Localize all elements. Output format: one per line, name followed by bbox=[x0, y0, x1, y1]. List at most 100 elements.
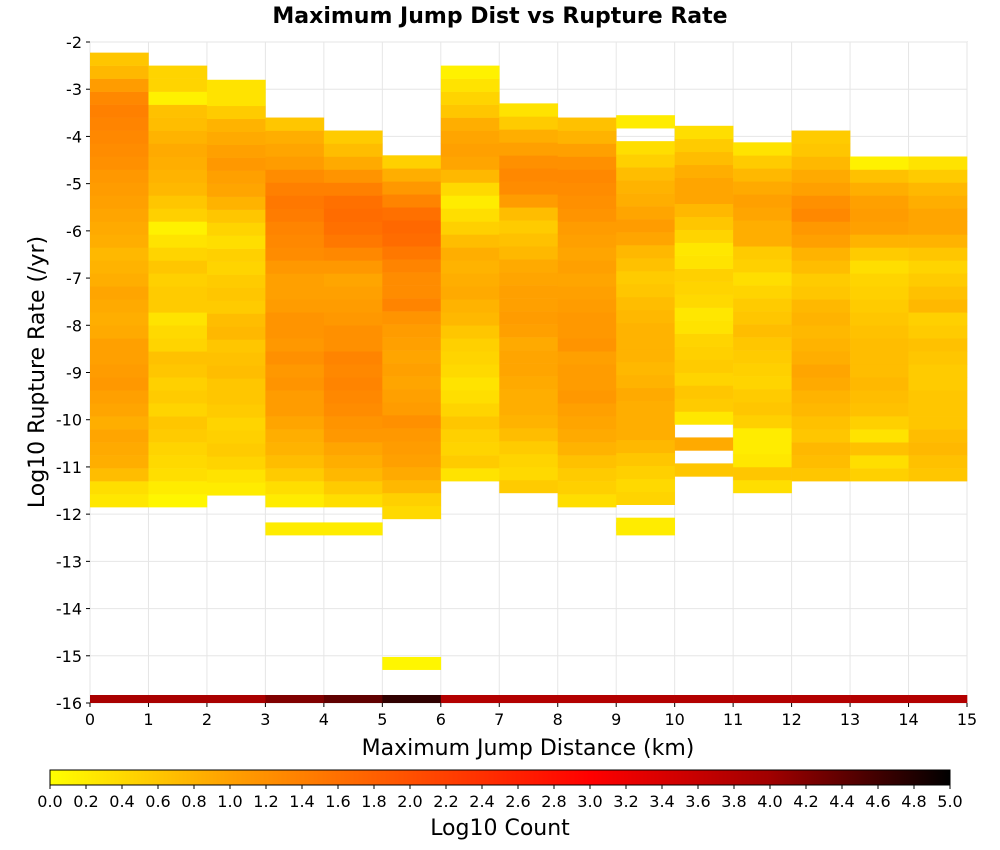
heatmap-cell bbox=[733, 142, 792, 156]
heatmap-cell bbox=[148, 351, 208, 365]
heatmap-cell bbox=[440, 403, 500, 417]
heatmap-cell bbox=[908, 338, 968, 352]
heatmap-cell bbox=[850, 364, 909, 378]
heatmap-cell bbox=[616, 348, 675, 363]
heatmap-cell bbox=[90, 390, 149, 404]
heatmap-cell bbox=[148, 455, 208, 469]
heatmap-cell bbox=[382, 298, 442, 312]
heatmap-cell bbox=[90, 104, 149, 118]
heatmap-cell bbox=[908, 234, 968, 248]
heatmap-cell bbox=[791, 403, 851, 417]
heatmap-cell bbox=[674, 242, 734, 256]
heatmap-cell bbox=[733, 466, 792, 481]
heatmap-cell bbox=[440, 65, 500, 79]
heatmap-cell bbox=[674, 411, 734, 425]
heatmap-cell bbox=[850, 286, 909, 300]
heatmap-cell bbox=[733, 363, 792, 377]
heatmap-cell bbox=[382, 453, 442, 468]
heatmap-cell bbox=[850, 351, 909, 365]
heatmap-cell bbox=[206, 131, 266, 145]
heatmap-cell bbox=[908, 390, 968, 404]
heatmap-cell bbox=[850, 429, 909, 443]
heatmap-cell bbox=[791, 143, 851, 157]
heatmap-cell bbox=[791, 247, 851, 261]
heatmap-cell bbox=[440, 390, 500, 404]
heatmap-cell bbox=[148, 143, 208, 157]
y-tick-label: -5 bbox=[66, 175, 82, 194]
heatmap-cell bbox=[148, 273, 208, 287]
heatmap-cell bbox=[148, 390, 208, 404]
heatmap-cell bbox=[499, 220, 559, 234]
heatmap-cell bbox=[148, 312, 208, 326]
heatmap-cell bbox=[206, 300, 266, 314]
heatmap-cell bbox=[440, 273, 500, 287]
heatmap-cell bbox=[908, 364, 968, 378]
heatmap-cell bbox=[440, 130, 500, 144]
heatmap-cell bbox=[499, 129, 559, 143]
heatmap-cell bbox=[206, 92, 266, 107]
heatmap-cell bbox=[616, 695, 675, 703]
colorbar-tick-label: 2.0 bbox=[397, 792, 422, 811]
heatmap-cell bbox=[850, 455, 909, 469]
heatmap-cell bbox=[206, 118, 266, 133]
heatmap-cell bbox=[733, 695, 792, 703]
heatmap-cell bbox=[90, 143, 149, 157]
heatmap-cell bbox=[733, 298, 792, 312]
heatmap-cell bbox=[382, 402, 442, 416]
heatmap-cell bbox=[440, 351, 500, 365]
heatmap-cell bbox=[616, 245, 675, 259]
colorbar-tick-label: 0.8 bbox=[181, 792, 206, 811]
heatmap-cell bbox=[440, 312, 500, 326]
heatmap-cell bbox=[499, 389, 559, 403]
heatmap-cell bbox=[90, 156, 149, 170]
y-tick-label: -16 bbox=[56, 694, 82, 713]
heatmap-cell bbox=[265, 695, 325, 703]
heatmap-cell bbox=[90, 78, 149, 92]
heatmap-cell bbox=[265, 442, 325, 456]
heatmap-cell bbox=[382, 440, 442, 455]
colorbar-tick-label: 4.4 bbox=[829, 792, 854, 811]
heatmap-cell bbox=[148, 78, 208, 92]
heatmap-cell bbox=[908, 312, 968, 326]
heatmap-cell bbox=[323, 351, 383, 365]
heatmap-cell bbox=[440, 156, 500, 170]
heatmap-cell bbox=[908, 208, 968, 222]
heatmap-cell bbox=[791, 338, 851, 352]
y-tick-label: -4 bbox=[66, 127, 82, 146]
heatmap-cell bbox=[382, 259, 442, 273]
heatmap-cell bbox=[90, 338, 149, 352]
heatmap-cell bbox=[265, 195, 325, 209]
heatmap-cell bbox=[674, 255, 734, 269]
heatmap-cell bbox=[616, 374, 675, 389]
heatmap-cell bbox=[908, 377, 968, 391]
heatmap-cell bbox=[616, 522, 675, 536]
heatmap-cell bbox=[908, 299, 968, 313]
y-tick-label: -10 bbox=[56, 411, 82, 430]
heatmap-cell bbox=[440, 416, 500, 430]
heatmap-cell bbox=[382, 363, 442, 377]
heatmap-cell bbox=[382, 272, 442, 286]
heatmap-cell bbox=[674, 177, 734, 192]
heatmap-cell bbox=[908, 247, 968, 261]
heatmap-cell bbox=[850, 221, 909, 235]
heatmap-cell bbox=[850, 468, 909, 482]
heatmap-cell bbox=[382, 207, 442, 221]
heatmap-cell bbox=[733, 168, 792, 182]
colorbar-tick-label: 4.8 bbox=[901, 792, 926, 811]
heatmap-cell bbox=[557, 416, 617, 430]
heatmap-cell bbox=[206, 144, 266, 158]
colorbar-tick-label: 1.4 bbox=[289, 792, 314, 811]
heatmap-cell bbox=[148, 182, 208, 196]
heatmap-cell bbox=[148, 104, 208, 118]
heatmap-cell bbox=[90, 182, 149, 196]
heatmap-cell bbox=[323, 442, 383, 456]
colorbar-tick-label: 1.0 bbox=[217, 792, 242, 811]
heatmap-cell bbox=[908, 156, 968, 170]
heatmap-cell bbox=[674, 463, 734, 477]
heatmap-cell bbox=[499, 466, 559, 481]
heatmap-cell bbox=[850, 156, 909, 170]
heatmap-cell bbox=[791, 208, 851, 222]
heatmap-cell bbox=[265, 390, 325, 404]
heatmap-cell bbox=[323, 286, 383, 300]
heatmap-cell bbox=[733, 389, 792, 403]
